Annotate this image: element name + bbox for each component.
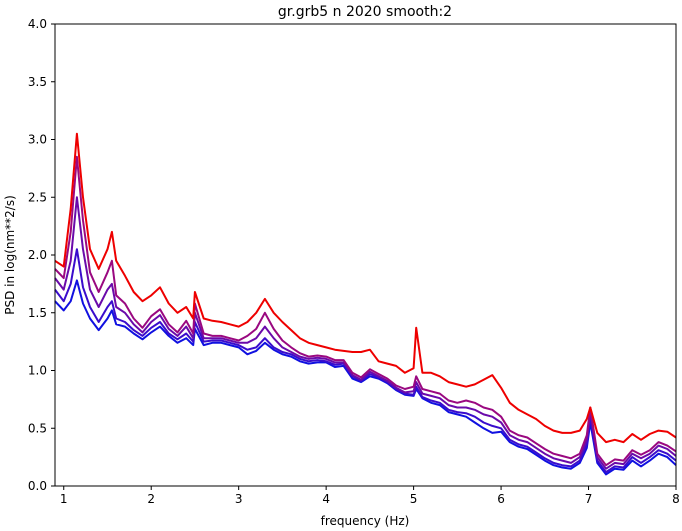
x-tick-label: 7 — [585, 492, 593, 506]
x-tick-label: 6 — [497, 492, 505, 506]
series-line-3 — [54, 196, 677, 470]
y-tick-label: 3.0 — [28, 133, 47, 147]
y-tick-label: 2.0 — [28, 248, 47, 262]
x-tick-label: 1 — [60, 492, 68, 506]
y-tick-label: 1.5 — [28, 306, 47, 320]
series-line-5 — [54, 132, 677, 444]
y-tick-label: 0.0 — [28, 479, 47, 493]
chart-title: gr.grb5 n 2020 smooth:2 — [278, 4, 452, 20]
y-tick-label: 4.0 — [28, 17, 47, 31]
y-tick-label: 1.0 — [28, 364, 47, 378]
series-lines — [54, 132, 677, 476]
series-line-4 — [54, 155, 677, 467]
y-tick-label: 3.5 — [28, 75, 47, 89]
x-tick-label: 5 — [410, 492, 418, 506]
x-tick-label: 8 — [672, 492, 680, 506]
x-tick-label: 2 — [147, 492, 155, 506]
x-tick-label: 3 — [235, 492, 243, 506]
series-line-2 — [54, 248, 677, 474]
y-axis-label: PSD in log(nm**2/s) — [3, 195, 17, 315]
y-tick-label: 0.5 — [28, 421, 47, 435]
x-tick-label: 4 — [322, 492, 330, 506]
y-tick-label: 2.5 — [28, 190, 47, 204]
x-axis-ticks: 1 2 3 4 5 6 7 8 — [60, 486, 680, 506]
x-axis-label: frequency (Hz) — [321, 514, 410, 528]
series-line-1 — [54, 279, 677, 476]
y-axis-ticks: 0.0 0.5 1.0 1.5 2.0 2.5 3.0 3.5 4.0 — [28, 17, 55, 493]
